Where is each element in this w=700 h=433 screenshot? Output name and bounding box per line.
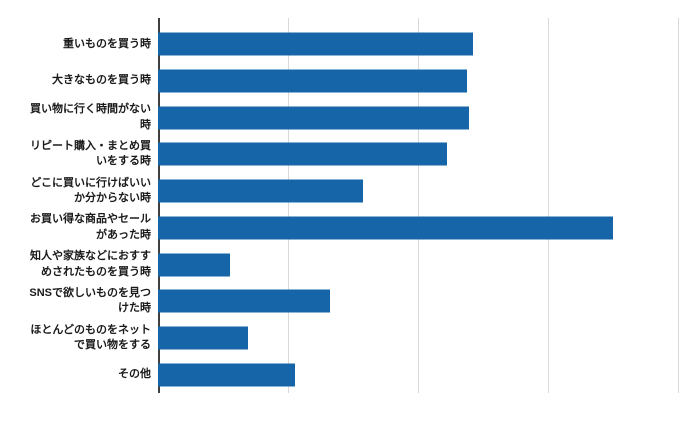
category-label: どこに買いに行けばいい か分からない時 [30, 176, 151, 205]
bar-track [158, 283, 691, 320]
bar [158, 69, 468, 93]
bar-track [158, 26, 691, 63]
bar [158, 179, 364, 203]
category-label: リピート購入・まとめ買 いをする時 [30, 140, 151, 168]
bar [158, 142, 447, 166]
y-axis-line [158, 18, 160, 393]
category-label: 知人や家族などにおすす めされたものを買う時 [30, 250, 151, 278]
category-label: 買い物に行く時間がない 時 [30, 103, 151, 131]
chart-row: 買い物に行く時間がない 時 [0, 99, 700, 136]
chart-row: ほとんどのものをネット で買い物をする [0, 320, 700, 357]
gridline [678, 18, 679, 393]
chart-row: リピート購入・まとめ買 いをする時 [0, 136, 700, 173]
bar [158, 289, 330, 313]
plot-grid [0, 18, 700, 393]
bar [158, 32, 473, 56]
bar-track [158, 173, 691, 210]
bar [158, 363, 295, 387]
category-label: その他 [118, 367, 151, 380]
category-label: 重いものを買う時 [63, 37, 151, 50]
category-label: SNSで欲しいものを見つ けた時 [29, 286, 151, 315]
bar-track [158, 210, 691, 247]
bar-track [158, 246, 691, 283]
category-label: 大きなものを買う時 [52, 74, 151, 87]
bar-track [158, 136, 691, 173]
bar [158, 106, 469, 130]
bar [158, 326, 248, 350]
gridline [548, 18, 549, 393]
chart-row: 大きなものを買う時 [0, 63, 700, 100]
chart-row: 重いものを買う時 [0, 26, 700, 63]
chart-rows: 重いものを買う時大きなものを買う時買い物に行く時間がない 時リピート購入・まとめ… [0, 18, 700, 393]
gridline [288, 18, 289, 393]
chart-row: お買い得な商品やセール があった時 [0, 210, 700, 247]
category-label: お買い得な商品やセール があった時 [30, 213, 151, 241]
category-label: ほとんどのものをネット で買い物をする [30, 323, 151, 351]
gridline [418, 18, 419, 393]
bar-track [158, 320, 691, 357]
bar [158, 253, 230, 277]
chart-row: その他 [0, 356, 700, 393]
chart-row: SNSで欲しいものを見つ けた時 [0, 283, 700, 320]
chart-row: 知人や家族などにおすす めされたものを買う時 [0, 246, 700, 283]
bar [158, 216, 613, 240]
bar-track [158, 63, 691, 100]
chart-row: どこに買いに行けばいい か分からない時 [0, 173, 700, 210]
bar-track [158, 356, 691, 393]
bar-track [158, 99, 691, 136]
